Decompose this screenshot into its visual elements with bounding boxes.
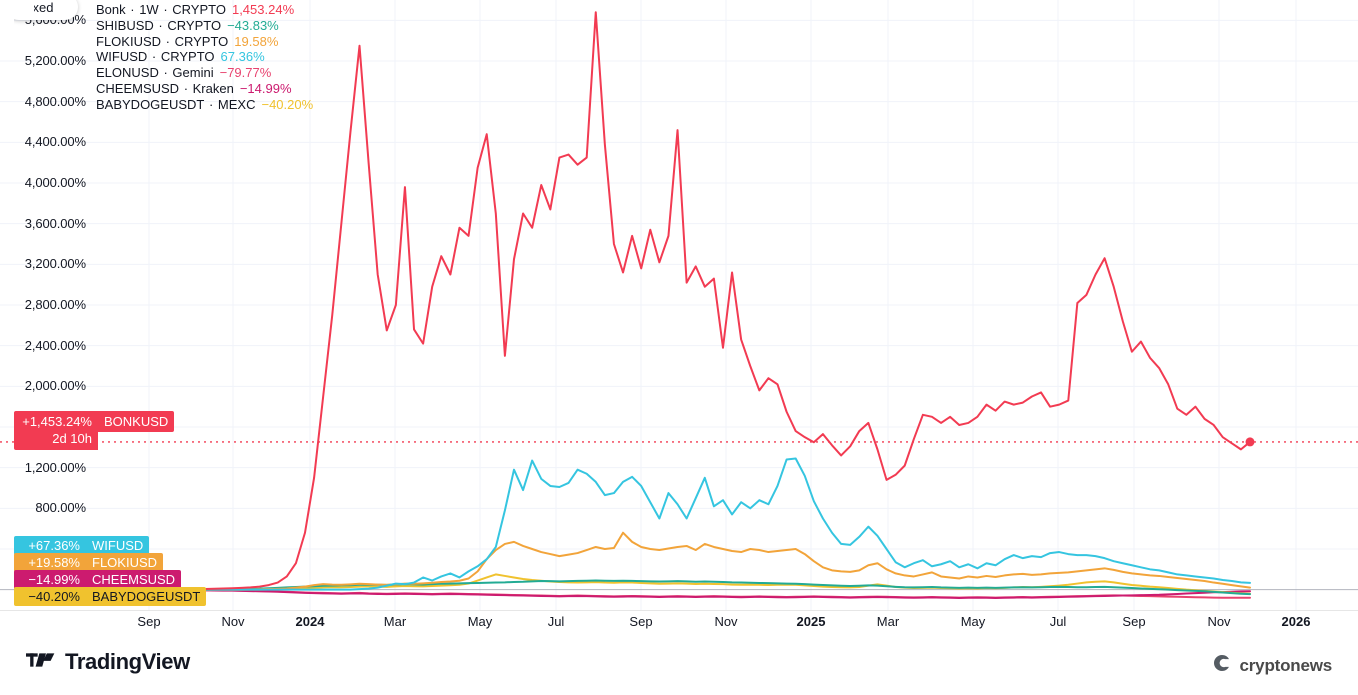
y-axis-tick-label: 2,800.00%: [24, 297, 86, 312]
legend-item-symbol: WIFUSD: [96, 49, 148, 65]
x-axis[interactable]: Sep Nov 2024 Mar May Jul Sep Nov 2025 Mar May Jul Se…: [0, 610, 1358, 641]
tradingview-logo-icon: [26, 650, 56, 675]
legend-item-source: CRYPTO: [174, 33, 229, 49]
x-axis-tick-label[interactable]: Jul: [547, 614, 565, 629]
legend-item[interactable]: FLOKIUSD · CRYPTO 19.58%: [96, 34, 313, 50]
legend-item[interactable]: BABYDOGEUSDT · MEXC −40.20%: [96, 97, 313, 113]
legend-item[interactable]: WIFUSD · CRYPTO 67.36%: [96, 49, 313, 65]
legend-item-change-value: −40.20%: [261, 96, 314, 112]
tradingview-wordmark: TradingView: [65, 649, 190, 674]
fixed-scale-pill-label: xed: [32, 0, 54, 15]
y-axis-tick-label: 3,200.00%: [24, 256, 86, 272]
price-tag-value: +19.58%: [14, 553, 86, 572]
legend-item-symbol: FLOKIUSD: [96, 33, 162, 49]
x-axis-tick-label[interactable]: 2024: [295, 614, 325, 629]
legend-item-source: CRYPTO: [167, 17, 222, 33]
price-tag-value: +67.36%: [14, 536, 86, 555]
price-tag-wifusd[interactable]: +67.36% WIFUSD: [14, 536, 150, 555]
tradingview-brand[interactable]: TradingView: [26, 649, 190, 675]
y-axis-tick-label: 4,800.00%: [24, 93, 86, 109]
x-axis-tick-label[interactable]: Jul: [1049, 614, 1067, 629]
price-tag-flokiusd[interactable]: +19.58% FLOKIUSD: [14, 553, 164, 572]
x-axis-tick-label[interactable]: May: [960, 614, 986, 629]
price-tag-babydogeusdt[interactable]: −40.20% BABYDOGEUSDT: [14, 587, 207, 606]
cryptonews-brand[interactable]: cryptonews: [1212, 653, 1332, 678]
x-axis-tick-label[interactable]: Nov: [221, 614, 245, 629]
legend-item-change-value: 19.58%: [234, 33, 279, 49]
x-axis-tick-label[interactable]: Sep: [629, 614, 653, 629]
legend-separator: ·: [154, 17, 167, 33]
price-tag-symbol: BABYDOGEUSDT: [86, 587, 207, 606]
price-tag-cheemsusd[interactable]: −14.99% CHEEMSUSD: [14, 570, 182, 589]
x-axis-tick-label[interactable]: 2025: [796, 614, 826, 629]
y-axis-tick-label: 800.00%: [35, 500, 86, 516]
x-axis-tick-label[interactable]: Nov: [1207, 614, 1231, 629]
legend-separator: ·: [159, 2, 172, 17]
price-tag-bonkusd[interactable]: +1,453.24% 2d 10h BONKUSD: [14, 411, 175, 450]
legend-item[interactable]: ELONUSD · Gemini −79.77%: [96, 65, 313, 81]
price-tag-value: −14.99%: [14, 570, 86, 589]
corner-mask-left: [0, 0, 14, 34]
legend-separator: ·: [205, 96, 217, 112]
legend-separator: ·: [148, 49, 160, 65]
legend-item-symbol: SHIBUSD: [96, 17, 154, 33]
x-axis-tick-label[interactable]: Sep: [1122, 614, 1146, 629]
y-axis-tick-label: 1,200.00%: [24, 459, 86, 475]
x-axis-tick-label[interactable]: 2026: [1281, 614, 1311, 629]
legend-item-symbol: Bonk: [96, 2, 126, 17]
legend-item-source: CRYPTO: [172, 2, 226, 17]
y-axis-tick-label: 5,200.00%: [24, 53, 86, 68]
footer-bar: TradingView cryptonews: [0, 640, 1358, 695]
legend-separator: ·: [159, 65, 172, 81]
legend-item-source: Kraken: [192, 80, 234, 96]
legend-item[interactable]: SHIBUSD · CRYPTO −43.83%: [96, 18, 313, 34]
legend-item-source: CRYPTO: [160, 49, 215, 65]
y-axis-tick-label: 4,000.00%: [24, 175, 86, 190]
legend-separator: ·: [180, 80, 192, 96]
legend-separator: ·: [162, 33, 174, 49]
legend-item-source: Gemini: [172, 65, 214, 81]
price-tag-symbol: WIFUSD: [86, 536, 150, 555]
y-axis-tick-label: 3,600.00%: [24, 215, 86, 231]
y-axis-tick-label: 2,000.00%: [24, 378, 86, 394]
price-tag-symbol: CHEEMSUSD: [86, 570, 182, 589]
price-tag-value: −40.20%: [14, 587, 86, 606]
legend-item-change-value: 1,453.24%: [231, 2, 295, 17]
legend-item-source: MEXC: [217, 96, 256, 112]
chart-canvas: [0, 0, 1358, 610]
chart-legend: Bonk · 1W · CRYPTO 1,453.24% SHIBUSD · CRY…: [96, 2, 313, 113]
x-axis-tick-label[interactable]: Mar: [383, 614, 407, 629]
price-tag-bonkusd-value: +1,453.24% 2d 10h: [14, 411, 98, 450]
y-axis-tick-label: 4,400.00%: [24, 134, 86, 150]
x-axis-tick-label[interactable]: Sep: [137, 614, 161, 629]
x-axis-tick-label[interactable]: Mar: [876, 614, 900, 629]
legend-item-change-value: −14.99%: [239, 80, 292, 96]
legend-separator: ·: [126, 2, 139, 17]
legend-item[interactable]: CHEEMSUSD · Kraken −14.99%: [96, 81, 313, 97]
chart-plot-area[interactable]: [0, 0, 1358, 610]
cryptonews-wordmark: cryptonews: [1239, 655, 1333, 675]
x-axis-tick-label[interactable]: May: [467, 614, 493, 629]
legend-item-change-value: 67.36%: [220, 49, 265, 65]
cryptonews-logo-icon: [1212, 653, 1232, 678]
y-axis-tick-label: 2,400.00%: [24, 337, 86, 353]
price-tag-symbol: FLOKIUSD: [86, 553, 164, 572]
legend-item-symbol: BABYDOGEUSDT: [96, 96, 205, 112]
legend-item-change-value: −79.77%: [219, 65, 272, 81]
legend-item-symbol: CHEEMSUSD: [96, 80, 180, 96]
legend-item-symbol: ELONUSD: [96, 65, 159, 81]
price-tag-bonkusd-symbol: BONKUSD: [98, 411, 175, 432]
legend-item-change-value: −43.83%: [227, 17, 279, 33]
legend-item-interval: 1W: [139, 2, 159, 17]
legend-item[interactable]: Bonk · 1W · CRYPTO 1,453.24%: [96, 2, 313, 18]
x-axis-tick-label[interactable]: Nov: [714, 614, 738, 629]
